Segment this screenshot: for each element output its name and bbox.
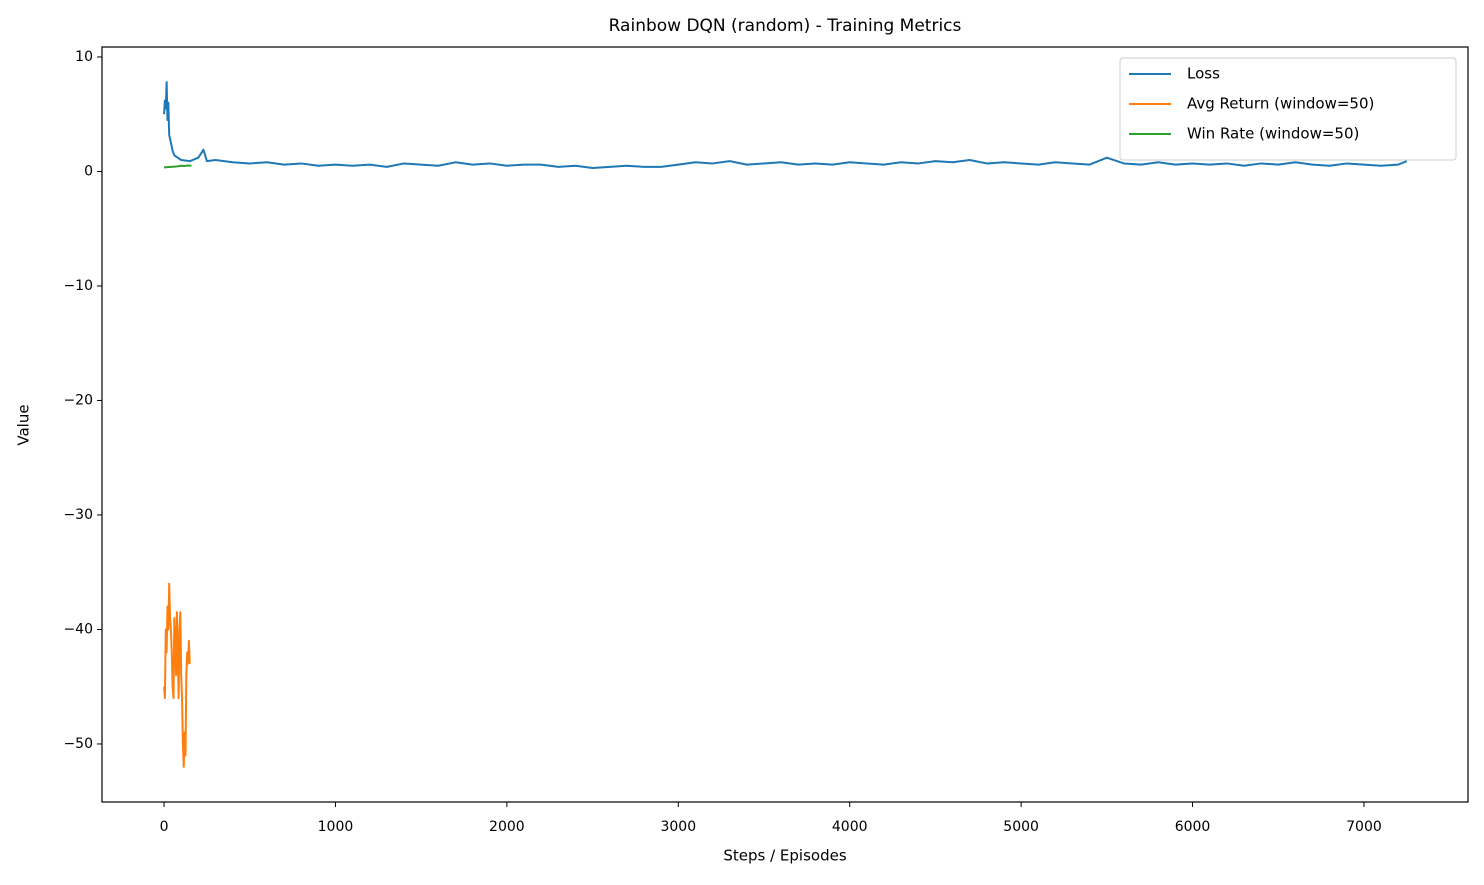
y-tick-label: 10 — [75, 49, 93, 65]
chart-title: Rainbow DQN (random) - Training Metrics — [609, 16, 962, 36]
y-tick-label: −40 — [63, 621, 93, 637]
legend-label: Loss — [1187, 65, 1220, 83]
x-axis-label: Steps / Episodes — [723, 847, 846, 865]
legend-box — [1119, 57, 1457, 161]
legend-label: Win Rate (window=50) — [1187, 125, 1359, 143]
y-tick-label: −30 — [63, 507, 93, 523]
x-tick-label: 5000 — [1003, 819, 1039, 835]
legend-label: Avg Return (window=50) — [1187, 95, 1374, 113]
line-series — [163, 164, 192, 169]
line-series — [163, 81, 1408, 170]
y-tick-label: 0 — [84, 163, 93, 179]
x-tick-label: 1000 — [318, 819, 354, 835]
x-tick-label: 3000 — [660, 819, 696, 835]
y-tick-label: −10 — [63, 278, 93, 294]
y-axis-label: Value — [15, 404, 33, 445]
y-tick-label: −50 — [63, 736, 93, 752]
line-series — [163, 582, 191, 768]
x-tick-label: 4000 — [832, 819, 868, 835]
x-tick-label: 6000 — [1175, 819, 1211, 835]
x-tick-label: 0 — [160, 819, 169, 835]
plot-frame — [101, 46, 1469, 803]
x-tick-label: 2000 — [489, 819, 525, 835]
x-tick-label: 7000 — [1346, 819, 1382, 835]
y-tick-label: −20 — [63, 392, 93, 408]
